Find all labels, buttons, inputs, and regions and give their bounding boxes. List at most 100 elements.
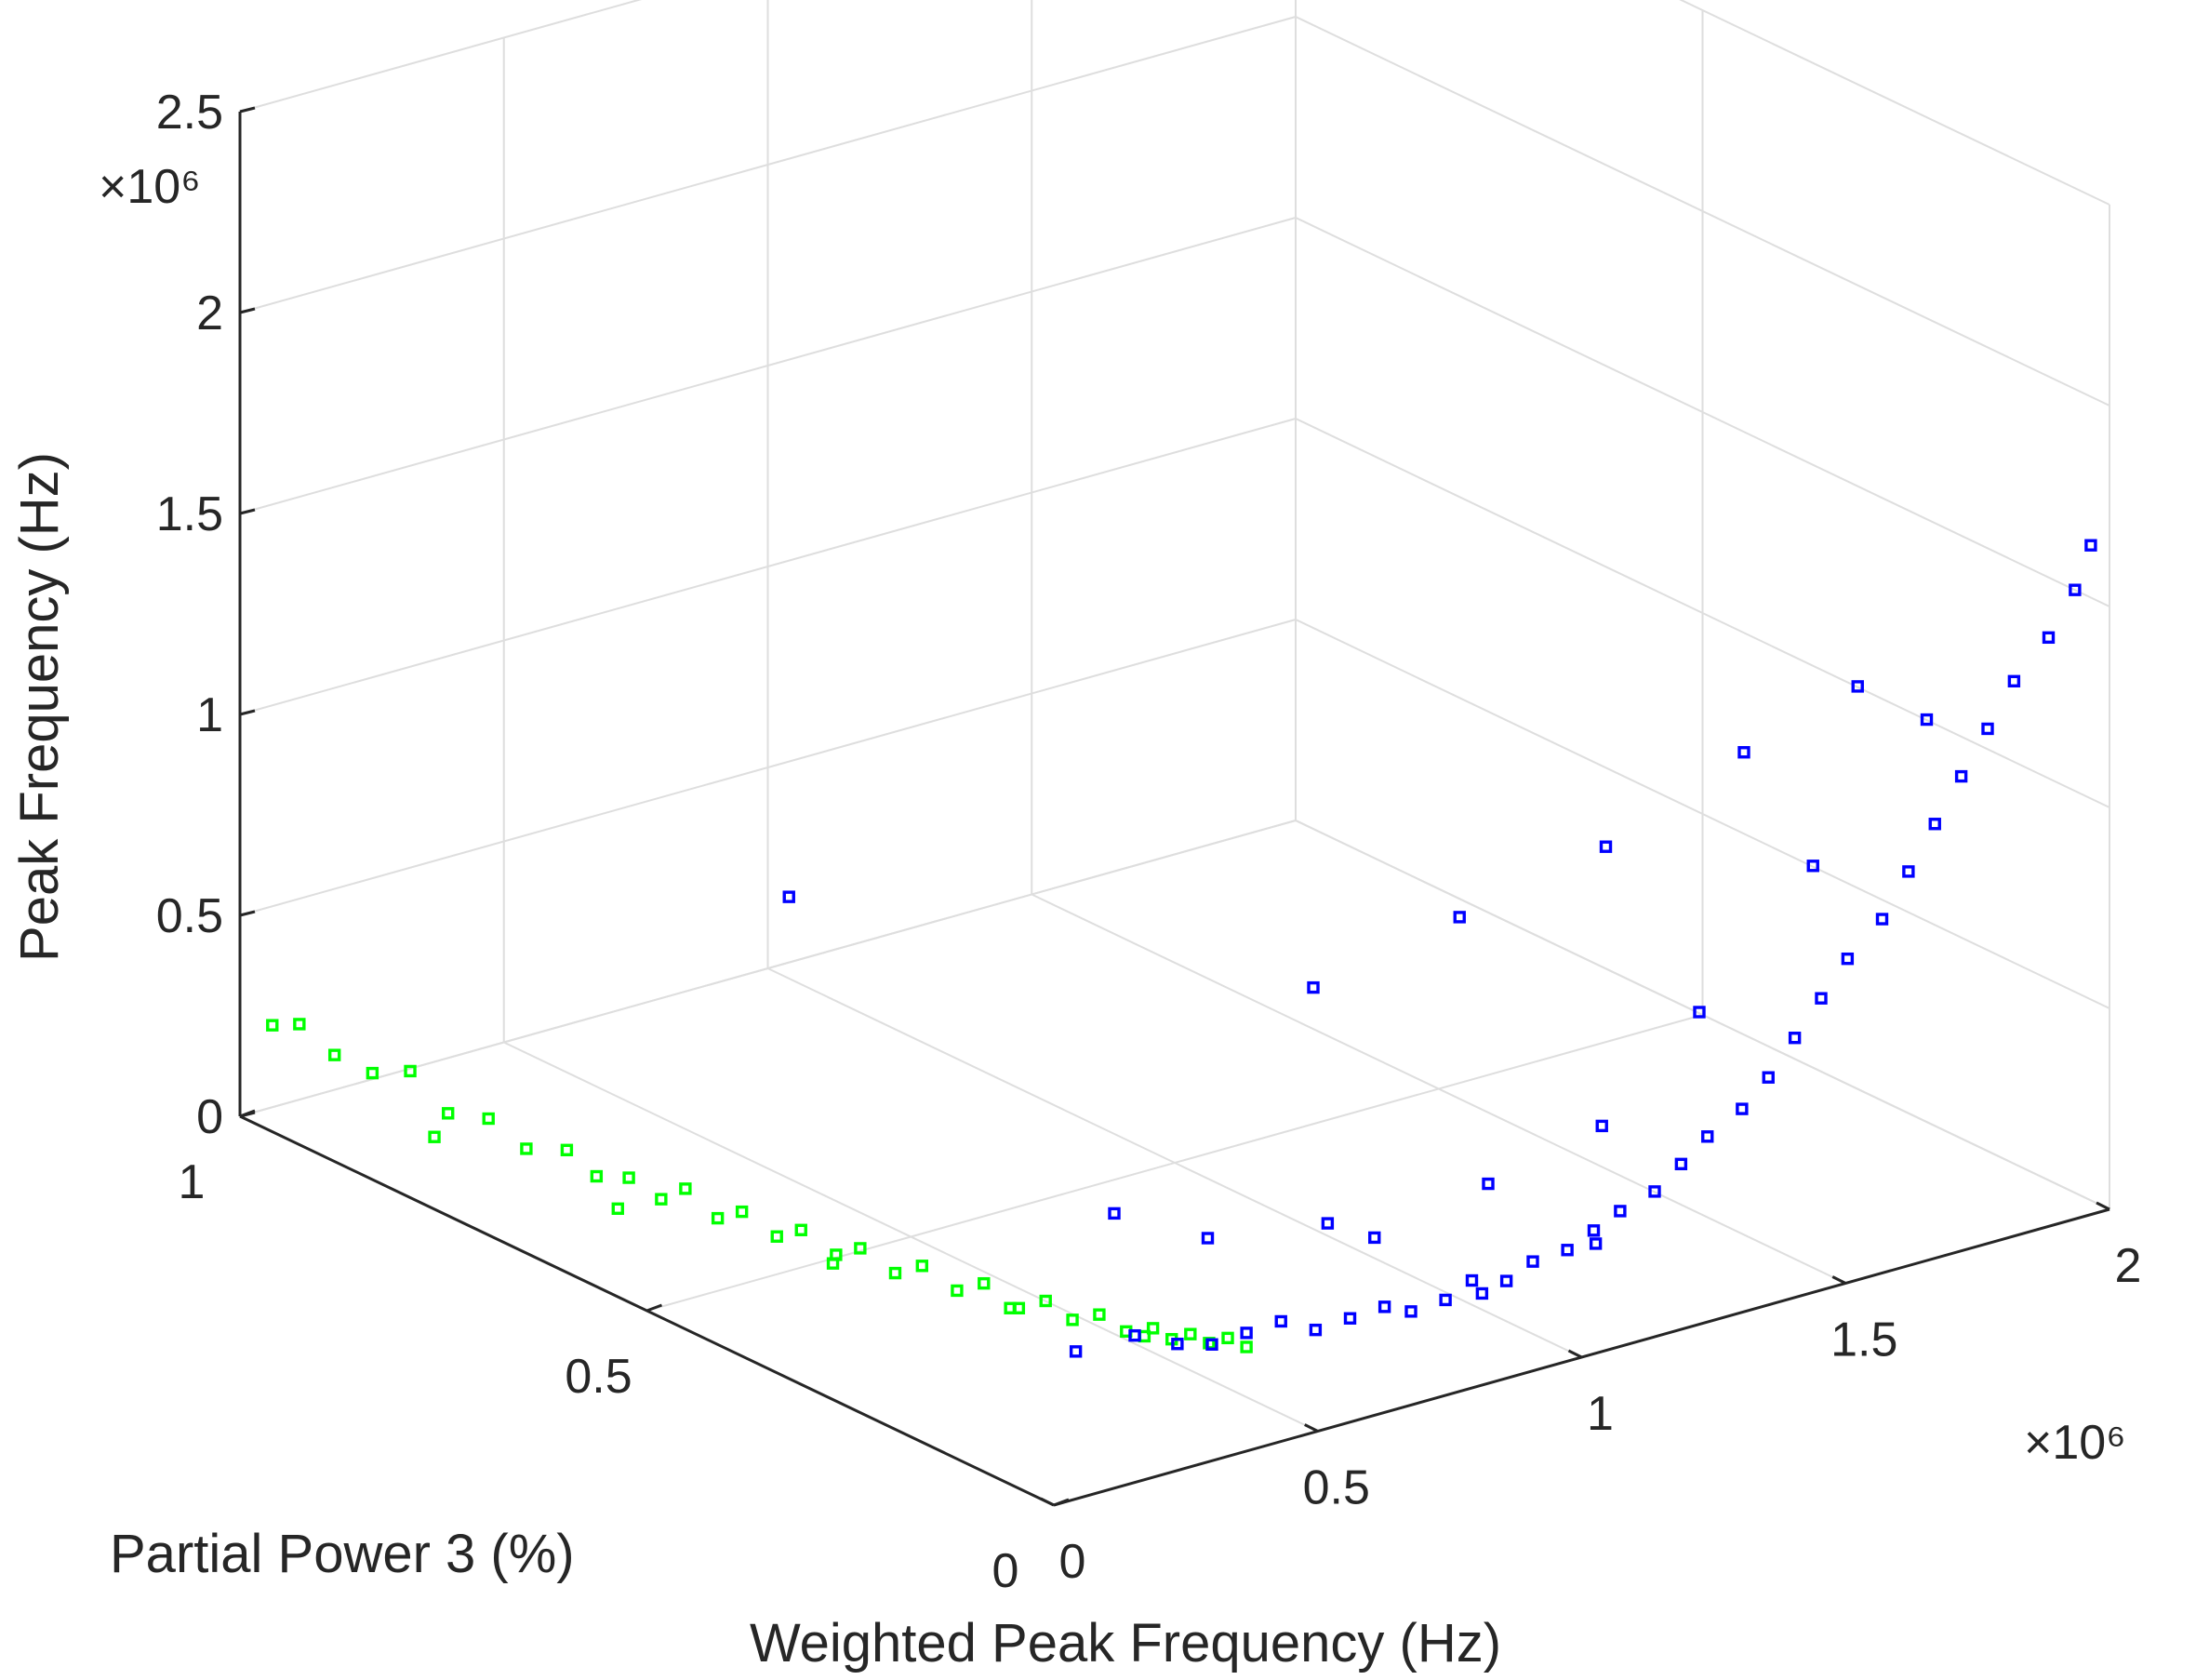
data-point	[735, 1205, 749, 1219]
grid-lines	[239, 0, 2110, 1506]
axes	[238, 106, 2110, 1507]
data-point	[1928, 818, 1941, 831]
x-tick	[1831, 1275, 1846, 1285]
data-point	[1240, 1340, 1253, 1353]
data-point	[1902, 865, 1915, 878]
data-point	[655, 1193, 668, 1206]
data-point	[1108, 1207, 1121, 1220]
data-point	[1093, 1308, 1106, 1321]
data-point	[482, 1112, 495, 1126]
y-tick-label: 0.5	[565, 1350, 632, 1404]
data-point	[1069, 1345, 1083, 1358]
data-point	[1321, 1217, 1335, 1230]
data-point	[560, 1143, 574, 1156]
data-point	[327, 1048, 341, 1061]
z-tick	[239, 1111, 256, 1118]
data-point	[1309, 1323, 1323, 1337]
grid-line-z-back	[239, 16, 1297, 313]
data-point	[428, 1130, 441, 1143]
data-point	[1039, 1294, 1052, 1308]
grid-line-z-side	[1679, 0, 2110, 206]
data-point	[1851, 680, 1864, 693]
data-point	[1465, 1273, 1479, 1287]
data-point	[1561, 1244, 1574, 1257]
x-axis-label: Weighted Peak Frequency (Hz)	[750, 1613, 1501, 1673]
z-tick	[239, 106, 256, 113]
data-point	[1004, 1301, 1017, 1314]
x-tick	[2096, 1201, 2110, 1211]
data-point	[404, 1064, 417, 1078]
data-point	[1981, 722, 1994, 736]
z-tick-label: 0.5	[156, 889, 223, 943]
z-tick-label: 0	[196, 1090, 223, 1144]
data-point	[1595, 1119, 1608, 1133]
grid-line-z-back	[239, 0, 643, 113]
data-point	[679, 1182, 692, 1195]
data-point	[1205, 1338, 1218, 1351]
x-tick-label: 2	[2115, 1239, 2142, 1293]
data-point	[1693, 1006, 1706, 1019]
data-point	[1599, 840, 1613, 853]
data-point	[951, 1284, 964, 1298]
data-point	[1146, 1322, 1160, 1335]
data-point	[1589, 1237, 1603, 1250]
y-tick-label: 0	[992, 1544, 1019, 1598]
data-point	[366, 1066, 379, 1080]
z-tick-label: 1	[196, 688, 223, 742]
grid-line-z-back	[239, 217, 1297, 514]
data-point	[1475, 1287, 1489, 1300]
z-tick-label: 2.5	[156, 86, 223, 140]
data-point	[854, 1242, 867, 1255]
data-point	[1343, 1312, 1357, 1325]
data-point	[978, 1276, 991, 1290]
grid-line-z-side	[1295, 418, 2110, 808]
data-series	[266, 539, 2097, 1358]
data-point	[1526, 1255, 1539, 1268]
z-exponent-label: ×10⁶	[99, 160, 201, 214]
z-tick	[239, 508, 256, 515]
data-point	[611, 1202, 624, 1215]
data-point	[2069, 583, 2082, 596]
data-point	[1453, 911, 1466, 924]
data-point	[1377, 1300, 1391, 1313]
y-tick	[1053, 1498, 1070, 1507]
data-point	[2042, 631, 2056, 645]
data-point	[1240, 1327, 1253, 1340]
data-point	[1648, 1185, 1661, 1198]
z-tick-label: 1.5	[156, 487, 223, 541]
data-point	[1499, 1274, 1513, 1287]
y-axis-label: Partial Power 3 (%)	[110, 1524, 575, 1584]
z-axis-label: Peak Frequency (Hz)	[9, 452, 70, 962]
data-point	[770, 1230, 783, 1243]
data-point	[590, 1169, 604, 1183]
x-tick	[1040, 1497, 1055, 1507]
grid-line-z-back	[239, 418, 1297, 715]
data-point	[1701, 1130, 1714, 1143]
data-point	[1138, 1329, 1151, 1343]
data-point	[1404, 1305, 1417, 1318]
data-point	[1762, 1071, 1775, 1084]
tick-labels: 0 0.5 1 1.5 2 0 0.5 1 0 0.5 1 1.5 2 2.5	[156, 86, 2142, 1598]
series-0	[266, 1018, 1253, 1353]
data-point	[1439, 1293, 1452, 1307]
data-point	[1307, 980, 1320, 994]
x-tick-label: 0.5	[1303, 1461, 1370, 1515]
data-point	[1788, 1032, 1802, 1045]
data-point	[1806, 860, 1819, 873]
grid-line-y-floor	[646, 1014, 1703, 1312]
data-point	[1221, 1331, 1234, 1345]
grid-line-z-side	[1295, 619, 2110, 1009]
data-point	[1875, 913, 1889, 926]
data-point	[711, 1211, 725, 1225]
data-point	[1736, 1102, 1749, 1115]
x-exponent-label: ×10⁶	[2024, 1416, 2126, 1470]
series-1	[782, 539, 2097, 1358]
data-point	[1171, 1338, 1184, 1351]
x-tick-label: 0	[1059, 1535, 1086, 1589]
data-point	[1201, 1232, 1215, 1245]
data-point	[1274, 1314, 1287, 1328]
data-point	[1587, 1224, 1601, 1237]
data-point	[782, 890, 795, 903]
data-point	[794, 1223, 807, 1236]
